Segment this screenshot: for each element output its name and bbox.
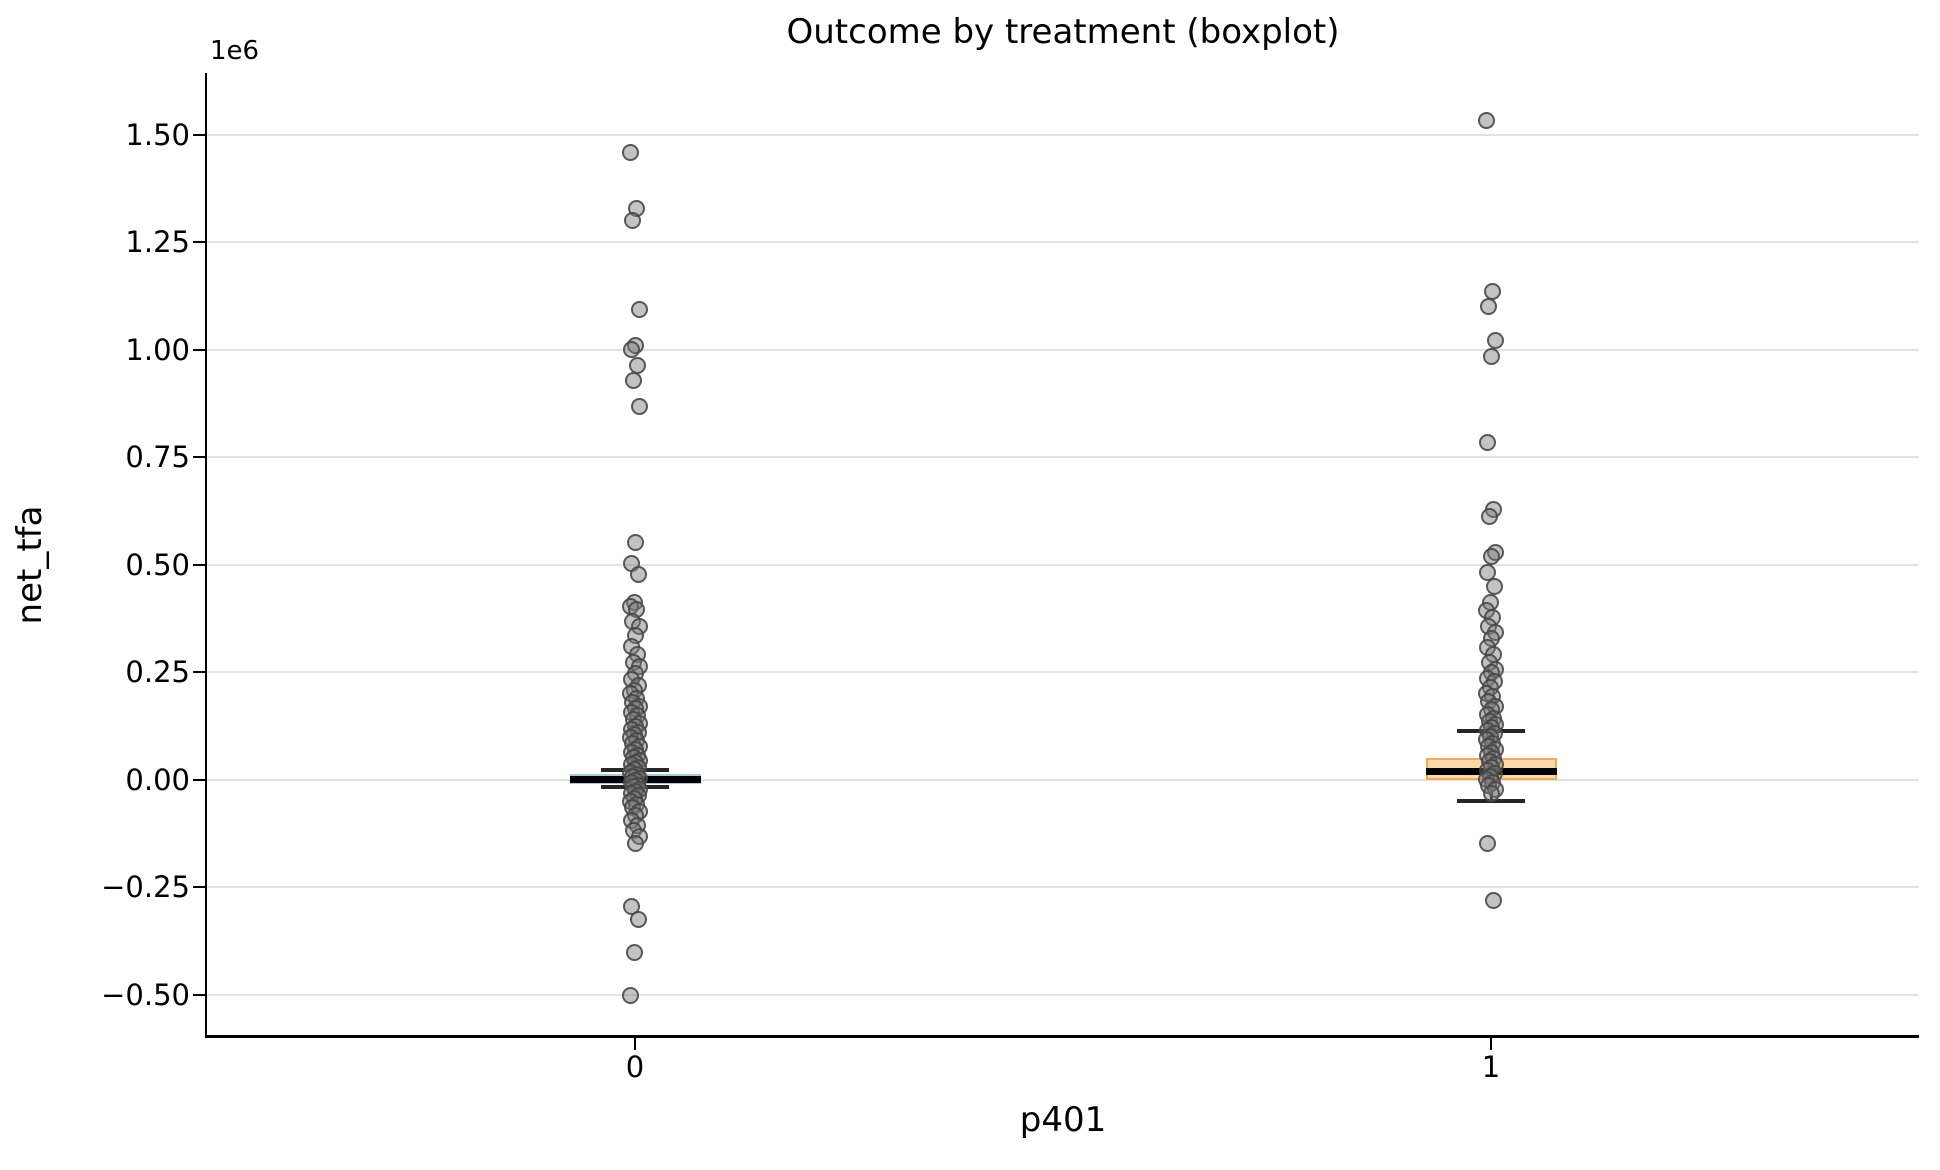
y-tick-mark xyxy=(193,778,205,781)
data-point xyxy=(629,911,647,929)
y-tick-mark xyxy=(193,886,205,889)
gridline xyxy=(207,456,1919,459)
y-tick-mark xyxy=(193,348,205,351)
y-tick-label: 0.25 xyxy=(125,655,190,690)
y-tick-label: 1.50 xyxy=(125,117,190,152)
data-point xyxy=(1482,785,1500,803)
data-point xyxy=(1485,578,1503,596)
data-point xyxy=(627,533,645,551)
gridline xyxy=(207,133,1919,136)
gridline xyxy=(207,563,1919,566)
data-point xyxy=(630,301,648,319)
plot-area xyxy=(207,73,1919,1035)
data-point xyxy=(1478,834,1496,852)
y-tick-mark xyxy=(193,994,205,996)
data-point xyxy=(621,987,639,1005)
data-point xyxy=(631,398,649,416)
y-tick-mark xyxy=(193,133,205,136)
x-tick-mark xyxy=(1490,1038,1492,1050)
data-point xyxy=(1477,111,1495,129)
gridline xyxy=(207,671,1919,674)
gridline xyxy=(207,348,1919,351)
data-point xyxy=(622,341,640,359)
y-axis-spine xyxy=(205,73,207,1037)
y-tick-mark xyxy=(193,563,205,566)
data-point xyxy=(624,212,642,229)
x-tick-label: 0 xyxy=(625,1050,645,1084)
y-tick-label: 1.25 xyxy=(125,225,190,260)
data-point xyxy=(1482,348,1500,366)
x-axis-spine xyxy=(205,1035,1919,1038)
y-tick-label: −0.50 xyxy=(101,978,190,1012)
y-tick-mark xyxy=(193,241,205,244)
data-point xyxy=(624,372,642,390)
x-tick-label: 1 xyxy=(1481,1050,1501,1084)
data-point xyxy=(628,356,646,374)
x-axis-label: p401 xyxy=(1019,1100,1107,1140)
data-point xyxy=(1486,331,1504,349)
y-axis-offset-text: 1e6 xyxy=(210,36,260,66)
chart-title: Outcome by treatment (boxplot) xyxy=(786,12,1340,52)
data-point xyxy=(1484,892,1502,910)
gridline xyxy=(207,994,1919,996)
data-point xyxy=(1478,434,1496,452)
gridline xyxy=(207,886,1919,889)
data-point xyxy=(627,834,645,852)
gridline xyxy=(207,241,1919,244)
data-point xyxy=(629,566,647,584)
y-tick-mark xyxy=(193,671,205,674)
y-tick-label: 0.50 xyxy=(125,547,190,582)
y-tick-label: 0.75 xyxy=(125,440,190,475)
data-point xyxy=(621,144,639,162)
y-tick-label: −0.25 xyxy=(101,870,190,905)
data-point xyxy=(625,944,643,962)
x-tick-mark xyxy=(634,1038,636,1050)
gridline xyxy=(207,778,1919,781)
data-point xyxy=(1483,548,1501,566)
data-point xyxy=(1480,298,1498,316)
y-tick-label: 1.00 xyxy=(125,332,190,367)
y-tick-label: 0.00 xyxy=(125,762,190,797)
data-point xyxy=(1480,508,1498,526)
y-tick-mark xyxy=(193,456,205,459)
